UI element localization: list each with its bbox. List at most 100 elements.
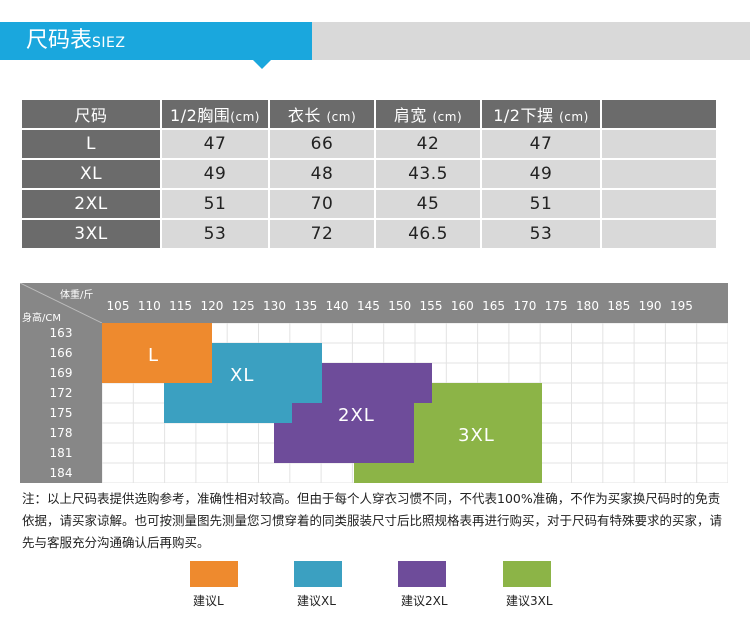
size-region-label: L [148, 345, 160, 366]
header-shoulder-unit: (cm) [432, 110, 463, 124]
weight-axis [20, 283, 728, 323]
weight-label: 165 [482, 299, 506, 313]
header-length: 衣长 (cm) [270, 100, 374, 128]
header-size-label: 尺码 [74, 106, 108, 125]
title-subtitle: SIEZ [92, 35, 126, 51]
cell-empty [602, 160, 716, 188]
height-label: 175 [49, 406, 73, 420]
legend-swatch [503, 561, 551, 587]
legend-swatch [398, 561, 446, 587]
height-caption: 身高/CM [22, 313, 61, 324]
header-hem: 1/2下摆 (cm) [482, 100, 600, 128]
size-regions: L XL 2XL 3XL [102, 323, 728, 483]
size-region-2xl [274, 443, 414, 463]
height-label: 169 [49, 366, 73, 380]
height-label: 172 [49, 386, 73, 400]
header-hem-unit: (cm) [559, 110, 589, 124]
legend-label: 建议XL [297, 594, 336, 608]
weight-label: 185 [607, 299, 631, 313]
header-length-unit: (cm) [326, 110, 357, 124]
size-region-2xl [292, 403, 432, 423]
disclaimer-note: 注：以上尺码表提供选购参考，准确性相对较高。但由于每个人穿衣习惯不同，不代表10… [22, 491, 723, 550]
height-label: 178 [49, 426, 73, 440]
table-row: L 47 66 42 47 [22, 130, 716, 158]
cell-length: 72 [270, 220, 374, 248]
cell-length: 48 [270, 160, 374, 188]
header-empty [602, 100, 716, 128]
cell-empty [602, 130, 716, 158]
size-recommendation-grid: 体重/斤 身高/CM 105 110 115 120 125 130 135 140 145 15… [20, 283, 728, 483]
size-region-2xl [322, 363, 432, 403]
size-table: 尺码 1/2胸围(cm) 衣长 (cm) 肩宽 (cm) 1/2下摆 (cm) … [20, 98, 718, 250]
size-region-xl [212, 343, 322, 383]
legend-swatch [294, 561, 342, 587]
cell-hem: 49 [482, 160, 600, 188]
cell-shoulder: 46.5 [376, 220, 480, 248]
corner-divider [20, 283, 102, 323]
row-size: XL [22, 160, 160, 188]
header-hem-label: 1/2下摆 [493, 106, 554, 125]
weight-caption: 体重/斤 [60, 290, 94, 301]
weight-label: 145 [356, 299, 380, 313]
size-region-3xl [414, 403, 542, 423]
header-title-panel [0, 22, 312, 60]
weight-label: 140 [325, 299, 349, 313]
row-size: L [22, 130, 160, 158]
legend-swatch [190, 561, 238, 587]
header-chest-label: 1/2胸围 [170, 106, 231, 125]
cell-shoulder: 43.5 [376, 160, 480, 188]
legend-label: 建议L [193, 594, 224, 608]
header-shoulder: 肩宽 (cm) [376, 100, 480, 128]
weight-label: 180 [576, 299, 599, 313]
height-axis [20, 323, 102, 483]
weight-label: 170 [513, 299, 537, 313]
weight-label: 125 [231, 299, 255, 313]
cell-empty [602, 190, 716, 218]
cell-chest: 47 [162, 130, 268, 158]
size-region-l [102, 323, 212, 383]
page-title: 尺码表SIEZ [26, 27, 125, 57]
weight-label: 190 [638, 299, 662, 313]
height-label: 163 [49, 326, 73, 340]
size-region-3xl [432, 383, 542, 403]
size-region-2xl [274, 423, 432, 443]
weight-label: 160 [450, 299, 474, 313]
header-chest-unit: (cm) [230, 110, 260, 124]
title-text: 尺码表 [26, 28, 93, 53]
cell-hem: 47 [482, 130, 600, 158]
header-shoulder-label: 肩宽 [393, 106, 427, 125]
table-row: 2XL 51 70 45 51 [22, 190, 716, 218]
weight-label: 175 [544, 299, 568, 313]
legend-label: 建议2XL [401, 594, 448, 608]
weight-label: 115 [169, 299, 193, 313]
header-notch [253, 60, 271, 69]
cell-empty [602, 220, 716, 248]
size-region-label: 3XL [458, 425, 495, 446]
weight-label: 105 [106, 299, 130, 313]
weight-label: 150 [388, 299, 412, 313]
height-label: 184 [49, 466, 73, 480]
size-region-xl [164, 403, 274, 423]
table-row: XL 49 48 43.5 49 [22, 160, 716, 188]
cell-chest: 49 [162, 160, 268, 188]
header-size: 尺码 [22, 100, 160, 128]
size-region-3xl [414, 423, 542, 463]
weight-label: 110 [137, 299, 161, 313]
height-label: 181 [49, 446, 73, 460]
cell-length: 66 [270, 130, 374, 158]
size-region-label: XL [230, 365, 255, 386]
size-region-label: 2XL [338, 405, 375, 426]
weight-label: 195 [669, 299, 693, 313]
cell-shoulder: 45 [376, 190, 480, 218]
cell-chest: 51 [162, 190, 268, 218]
size-region-3xl [354, 463, 542, 483]
header-chest: 1/2胸围(cm) [162, 100, 268, 128]
cell-hem: 53 [482, 220, 600, 248]
row-size: 3XL [22, 220, 160, 248]
legend-label: 建议3XL [506, 594, 553, 608]
table-row: 3XL 53 72 46.5 53 [22, 220, 716, 248]
header-length-label: 衣长 [287, 106, 321, 125]
cell-length: 70 [270, 190, 374, 218]
size-table-header: 尺码 1/2胸围(cm) 衣长 (cm) 肩宽 (cm) 1/2下摆 (cm) [22, 100, 716, 128]
cell-hem: 51 [482, 190, 600, 218]
